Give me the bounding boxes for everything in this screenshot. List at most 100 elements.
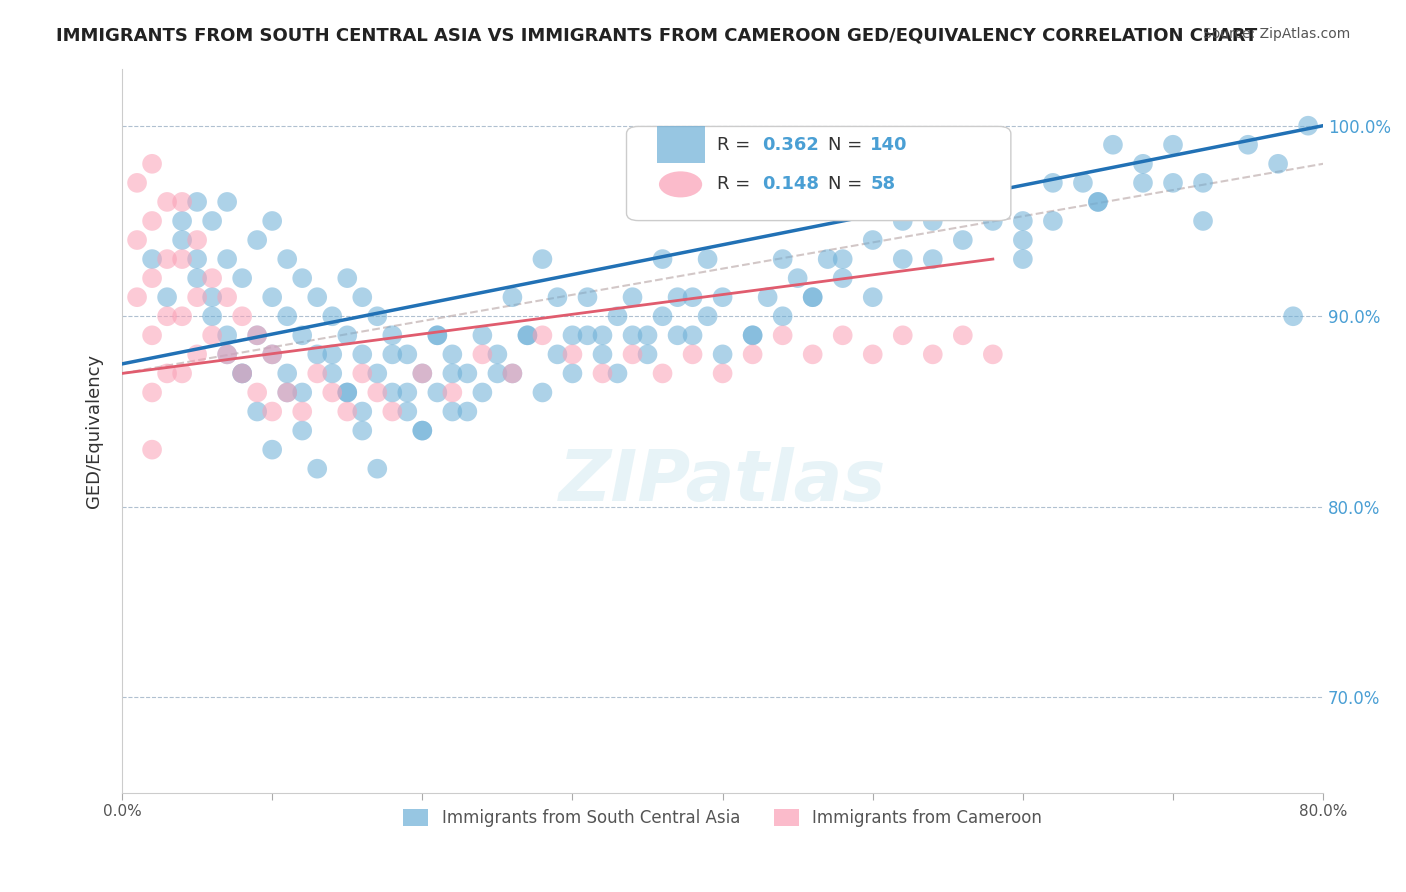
Point <box>141 328 163 343</box>
Point <box>592 328 614 343</box>
Point <box>186 252 208 266</box>
Point <box>741 347 763 361</box>
Point <box>831 328 853 343</box>
Point <box>172 214 194 228</box>
Point <box>231 271 253 285</box>
Point <box>262 347 284 361</box>
Point <box>471 385 494 400</box>
Point <box>381 328 404 343</box>
Point <box>426 328 449 343</box>
Point <box>666 328 689 343</box>
Point <box>307 290 329 304</box>
Point <box>186 233 208 247</box>
Point <box>336 271 359 285</box>
Point <box>1087 194 1109 209</box>
Point <box>1161 137 1184 152</box>
Point <box>831 252 853 266</box>
Point <box>696 310 718 324</box>
Point <box>486 367 509 381</box>
Point <box>621 290 644 304</box>
Point <box>201 310 224 324</box>
Text: ZIPatlas: ZIPatlas <box>560 447 886 516</box>
Point <box>772 252 794 266</box>
Point <box>381 404 404 418</box>
Point <box>637 328 659 343</box>
Text: 0.148: 0.148 <box>762 176 820 194</box>
Point <box>921 252 943 266</box>
Point <box>711 367 734 381</box>
Point <box>366 367 388 381</box>
Point <box>172 252 194 266</box>
Text: R =: R = <box>717 136 755 153</box>
Point <box>682 290 704 304</box>
Text: Source: ZipAtlas.com: Source: ZipAtlas.com <box>1202 27 1350 41</box>
Point <box>262 290 284 304</box>
Point <box>231 367 253 381</box>
Point <box>546 347 568 361</box>
Point <box>862 290 884 304</box>
Point <box>381 385 404 400</box>
Point <box>772 310 794 324</box>
Point <box>231 310 253 324</box>
Point <box>396 404 419 418</box>
Point <box>651 367 673 381</box>
Point <box>891 328 914 343</box>
Point <box>381 347 404 361</box>
Y-axis label: GED/Equivalency: GED/Equivalency <box>86 353 103 508</box>
Point <box>246 404 269 418</box>
Point <box>501 367 523 381</box>
Point <box>696 252 718 266</box>
Point <box>741 328 763 343</box>
Point <box>186 194 208 209</box>
Point <box>1267 157 1289 171</box>
Point <box>561 367 583 381</box>
Point <box>1192 214 1215 228</box>
Point <box>172 194 194 209</box>
Point <box>262 442 284 457</box>
Point <box>262 214 284 228</box>
Point <box>546 290 568 304</box>
Text: R =: R = <box>717 176 755 194</box>
Point <box>561 347 583 361</box>
Point <box>981 347 1004 361</box>
Point <box>352 404 374 418</box>
Point <box>125 233 148 247</box>
Point <box>411 367 433 381</box>
Point <box>141 442 163 457</box>
Point <box>231 367 253 381</box>
Point <box>352 367 374 381</box>
Point <box>786 271 808 285</box>
Point <box>172 310 194 324</box>
Point <box>711 290 734 304</box>
Point <box>262 404 284 418</box>
Legend: Immigrants from South Central Asia, Immigrants from Cameroon: Immigrants from South Central Asia, Immi… <box>395 800 1050 835</box>
Point <box>291 328 314 343</box>
Point <box>981 214 1004 228</box>
Point <box>172 233 194 247</box>
Point <box>531 385 554 400</box>
Circle shape <box>659 171 702 197</box>
Point <box>756 290 779 304</box>
Point <box>276 367 298 381</box>
Point <box>576 290 599 304</box>
Point <box>231 367 253 381</box>
Point <box>772 328 794 343</box>
Point <box>1087 194 1109 209</box>
Point <box>592 347 614 361</box>
Point <box>396 347 419 361</box>
Point <box>125 176 148 190</box>
Point <box>156 290 179 304</box>
Point <box>981 194 1004 209</box>
Point <box>516 328 538 343</box>
Point <box>862 347 884 361</box>
Point <box>637 347 659 361</box>
Point <box>156 194 179 209</box>
Point <box>1237 137 1260 152</box>
Point <box>201 271 224 285</box>
Point <box>321 385 343 400</box>
Point <box>141 271 163 285</box>
Point <box>125 290 148 304</box>
Point <box>217 194 239 209</box>
Point <box>201 328 224 343</box>
Point <box>651 252 673 266</box>
